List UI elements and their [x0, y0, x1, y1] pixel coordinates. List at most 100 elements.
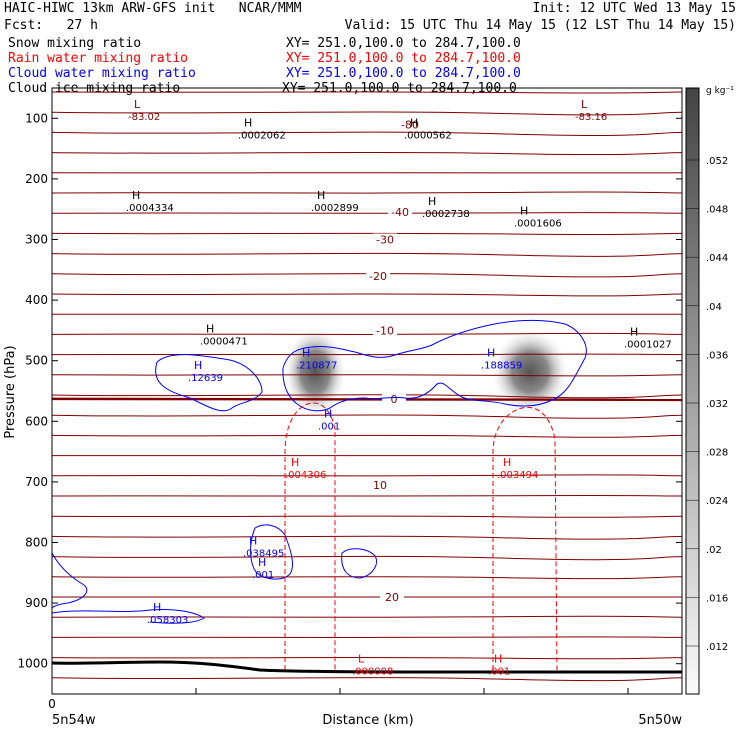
extremum-value-8: .0000471: [200, 336, 248, 347]
isotherm-line: [52, 374, 682, 377]
y-tick-label-200: 200: [25, 172, 48, 186]
field-snow-xy: XY= 251.0,100.0 to 284.7,100.0: [286, 36, 521, 51]
colorbar-tick-label-10: .012: [706, 642, 728, 653]
extremum-value-5: .0002899: [311, 203, 359, 214]
colorbar-tick-label-1: .048: [706, 205, 728, 216]
isotherm-label-4: -10: [376, 324, 394, 337]
isotherm-line: [52, 535, 682, 540]
isotherm-label-bg: [388, 206, 412, 220]
isotherm-line: [52, 394, 682, 399]
colorbar-tick-label-2: .044: [706, 253, 728, 264]
extremum-H-5: H: [317, 189, 325, 202]
cloud-water-contour-southwest: [52, 552, 88, 609]
colorbar-ticks: .052 .048 .044 .04 .036 .032 .028 .024 .02 .016 .0…: [686, 156, 728, 653]
zero-isotherm: [52, 397, 682, 402]
y-tick-label-300: 300: [25, 233, 48, 247]
valid-time: Valid: 15 UTC Thu 14 May 15 (12 LST Thu …: [344, 18, 736, 33]
isotherm-line: [52, 576, 682, 580]
extremum-value-6: .0002738: [422, 209, 470, 220]
colorbar-tick-label-4: .036: [706, 350, 728, 361]
colorbar-tick-label-9: .016: [706, 593, 728, 604]
field-cloudwater-name: Cloud water mixing ratio: [8, 66, 196, 81]
extremum-value-11: .210877: [296, 361, 337, 372]
isotherm-line: [52, 555, 682, 561]
x-axis-label: Distance (km): [322, 713, 413, 728]
y-tick-label-900: 900: [25, 596, 48, 610]
isotherm-label-2: -30: [376, 234, 394, 247]
y-tick-label-600: 600: [25, 414, 48, 428]
isotherm-line: [52, 91, 682, 94]
isotherm-line: [52, 191, 682, 194]
extremum-value-12: .188859: [481, 361, 522, 372]
extremum-H-6: H: [428, 195, 436, 208]
x-tick-label-0: 0: [48, 697, 56, 711]
x-endpoint-left: 5n54w: [52, 713, 96, 728]
x-endpoint-right: 5n50w: [638, 713, 682, 728]
colorbar-tick-label-3: .04: [706, 302, 722, 313]
extremum-value-3: .0000562: [404, 130, 452, 141]
extremum-value-13: .001: [318, 421, 340, 432]
isotherm-label-bg: [368, 478, 392, 492]
isotherm-label-6: 10: [373, 479, 387, 492]
forecast-hour: Fcst: 27 h: [4, 18, 98, 33]
extremum-H-18: H: [153, 601, 161, 614]
y-tick-label-1000: 1000: [17, 657, 48, 671]
isotherm-line: [52, 252, 682, 257]
extremum-value-19: .000008: [352, 667, 393, 678]
cloud-water-contour-southwest-2: [52, 609, 205, 624]
isotherm-line: [52, 494, 682, 497]
field-snow-name: Snow mixing ratio: [8, 36, 142, 51]
isotherm-label-0: -80: [401, 118, 419, 131]
isotherm-line: [52, 474, 682, 477]
extremum-H-10: H: [194, 359, 202, 372]
extremum-H-16: H: [249, 535, 257, 548]
cloud-water-contour-small-2: [341, 548, 377, 579]
cloud-water-contour-main: [282, 319, 587, 412]
extremum-H-13: H: [324, 407, 332, 420]
extremum-H-7: H: [520, 204, 528, 217]
rain-water-contours: [284, 402, 558, 671]
isotherm-line: [52, 131, 682, 137]
extremum-value-4: .0004334: [126, 203, 174, 214]
isotherm-label-7: 20: [385, 591, 399, 604]
extrema-labels: L-83.02L-83.16H.0002062H.0000562H.000433…: [126, 98, 672, 677]
field-rain-xy: XY= 251.0,100.0 to 284.7,100.0: [286, 51, 521, 66]
isotherm-line: [52, 151, 682, 156]
isotherm-line: [52, 212, 682, 214]
field-cloudwater-xy: XY= 251.0,100.0 to 284.7,100.0: [286, 66, 521, 81]
extremum-value-7: .0001606: [514, 218, 562, 229]
extremum-value-17: .001: [252, 570, 274, 581]
cloud-water-contour-west: [155, 354, 263, 412]
isotherm-label-bg: [373, 324, 397, 338]
isotherm-line: [52, 332, 682, 335]
extremum-H-14: H: [291, 456, 299, 469]
rain-contour-east: [492, 406, 558, 671]
isotherm-line: [52, 434, 682, 438]
extremum-value-16: .038495: [243, 549, 284, 560]
extremum-value-15: .003494: [497, 470, 538, 481]
snow-shading-east: [490, 328, 570, 416]
y-tick-label-700: 700: [25, 475, 48, 489]
y-tick-label-400: 400: [25, 293, 48, 307]
colorbar-tick-label-8: .02: [706, 545, 722, 556]
isotherm-label-3: -20: [369, 270, 387, 283]
isotherm-line: [52, 353, 682, 356]
isotherm-label-bg: [380, 591, 404, 605]
isotherm-line: [52, 111, 682, 116]
isotherm-label-bg: [366, 269, 390, 283]
extremum-H-11: H: [302, 347, 310, 360]
colorbar-unit: g kg⁻¹: [706, 86, 734, 96]
terrain-line: [52, 660, 682, 674]
extremum-L-19: L: [358, 653, 365, 666]
extremum-value-20: .001: [488, 667, 510, 678]
y-tick-label-100: 100: [25, 111, 48, 125]
isotherm-line: [52, 414, 682, 419]
isotherm-line: [52, 232, 682, 235]
cloud-water-contour-small-1: [250, 524, 293, 580]
snow-shading-west: [283, 326, 347, 418]
extremum-H-15: H: [503, 456, 511, 469]
extremum-value-1: -83.16: [575, 112, 607, 123]
colorbar-tick-label-6: .028: [706, 448, 728, 459]
